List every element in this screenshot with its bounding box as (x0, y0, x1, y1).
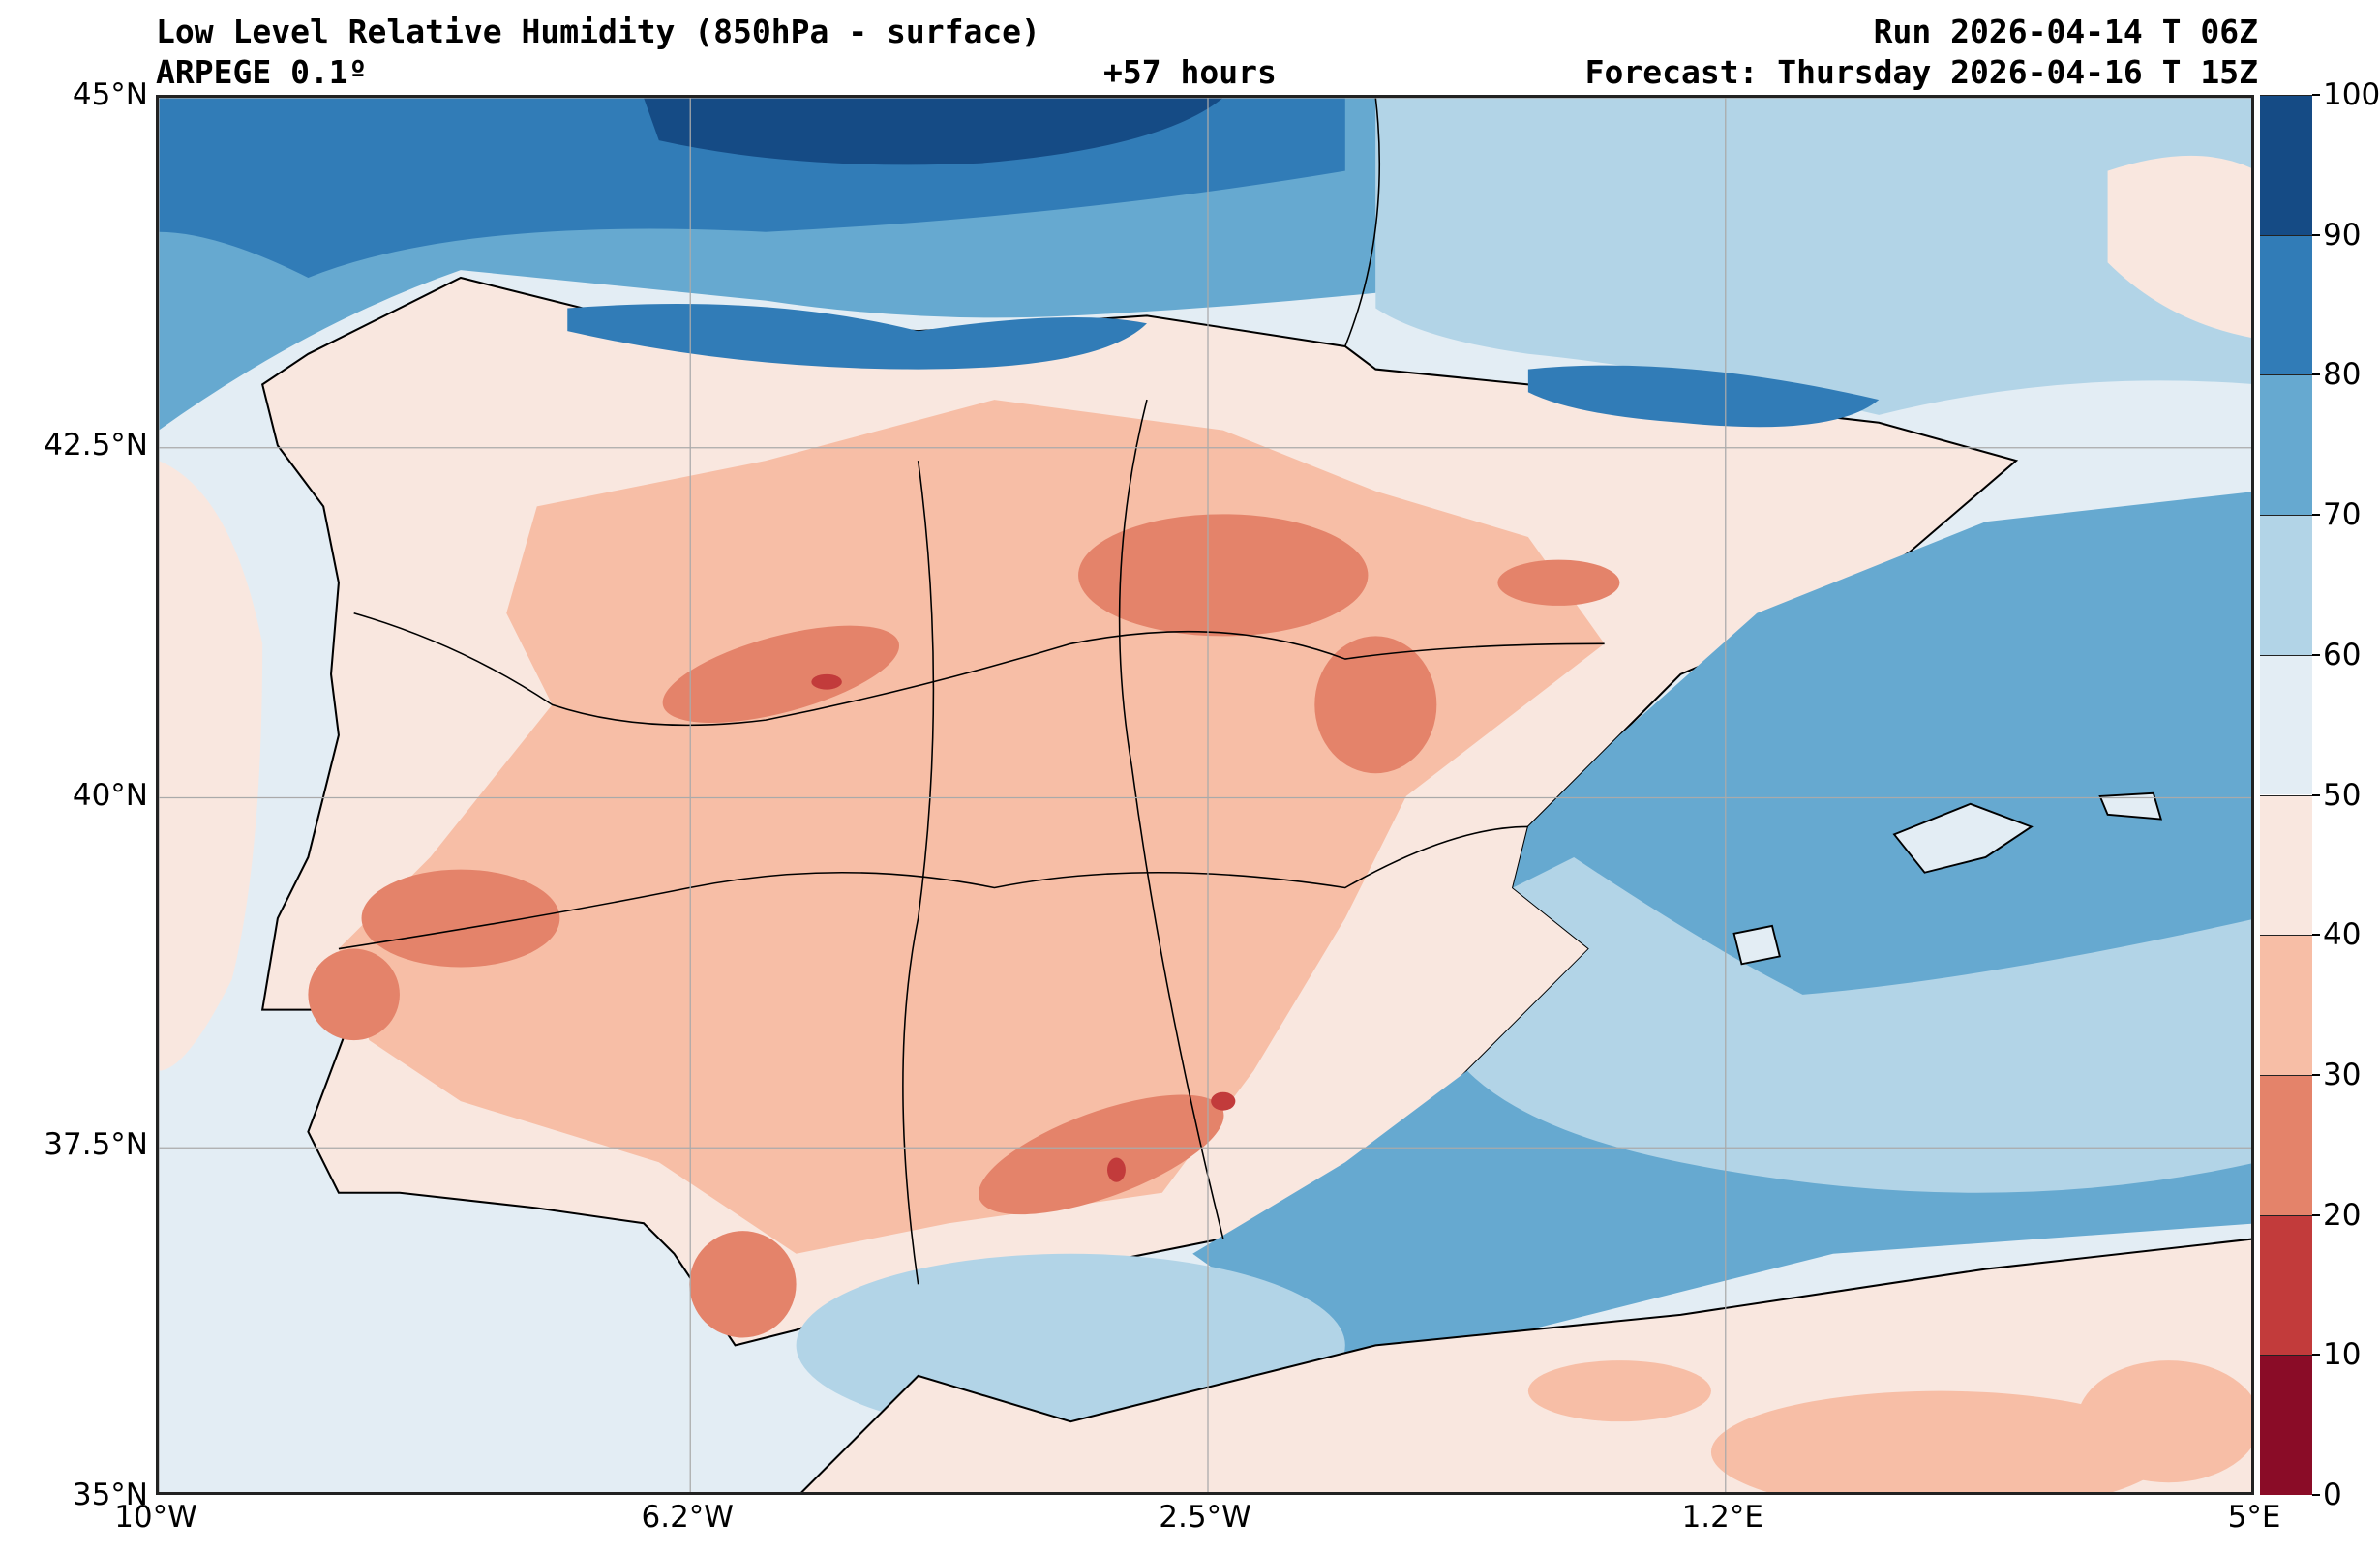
colorbar-segment (2260, 1355, 2312, 1495)
colorbar-tick-label: 70 (2323, 497, 2362, 533)
ibiza (1732, 924, 1782, 966)
colorbar-segment (2260, 1214, 2312, 1356)
colorbar-tick-mark (2312, 233, 2320, 236)
colorbar-segment (2260, 794, 2312, 936)
lat-tick-label: 45°N (72, 77, 148, 112)
field-90-100 (644, 98, 1223, 165)
colorbar-tick-mark (2312, 94, 2320, 96)
colorbar-tick-mark (2312, 793, 2320, 796)
sea-60-70 (1466, 856, 2251, 1193)
field-10-20 (811, 673, 1236, 1182)
colorbar-tick-mark (2312, 1494, 2320, 1496)
colorbar-tick-label: 80 (2323, 357, 2362, 393)
forecast-time: Forecast: Thursday 2026-04-16 T 15Z (1584, 53, 2258, 91)
field-40-50-alps (2107, 155, 2251, 338)
colorbar-segment (2260, 1074, 2312, 1215)
run-time: Run 2026-04-14 T 06Z (1873, 13, 2258, 50)
colorbar-tick-label: 90 (2323, 217, 2362, 253)
admin-borders (338, 98, 1605, 1285)
colorbar-segment (2260, 935, 2312, 1075)
model-name: ARPEGE 0.1º (156, 53, 368, 91)
lon-tick-label: 6.2°W (641, 1500, 734, 1535)
colorbar-tick-mark (2312, 653, 2320, 656)
colorbar-tick-mark (2312, 934, 2320, 937)
cantabrian-moist-band (567, 304, 1147, 370)
lon-tick-label: 10°W (114, 1500, 197, 1535)
colorbar-segment (2260, 374, 2312, 516)
colorbar-tick-mark (2312, 1354, 2320, 1357)
colorbar-tick-mark (2312, 1073, 2320, 1076)
colorbar-tick-label: 50 (2323, 777, 2362, 813)
humidity-map (156, 95, 2254, 1495)
lat-tick-label: 42.5°N (44, 427, 148, 463)
colorbar-tick-label: 40 (2323, 917, 2362, 953)
colorbar (2260, 95, 2312, 1495)
colorbar-tick-mark (2312, 373, 2320, 376)
colorbar-segment (2260, 234, 2312, 375)
colorbar-segment (2260, 95, 2312, 235)
colorbar-tick-mark (2312, 514, 2320, 517)
contour-field (159, 98, 2251, 1492)
pyrenees-moist-band (1527, 365, 1880, 428)
mallorca (1892, 802, 2034, 874)
colorbar-tick-label: 0 (2323, 1477, 2342, 1512)
lat-tick-label: 40°N (72, 777, 148, 813)
lon-tick-label: 2.5°W (1159, 1500, 1251, 1535)
colorbar-tick-label: 20 (2323, 1197, 2362, 1233)
lat-tick-label: 37.5°N (44, 1127, 148, 1163)
lead-time: +57 hours (1103, 53, 1277, 91)
menorca (2098, 791, 2163, 821)
field-60-70-france (1375, 98, 2251, 415)
colorbar-tick-label: 30 (2323, 1057, 2362, 1092)
colorbar-tick-label: 10 (2323, 1337, 2362, 1373)
lat-tick-label: 35°N (72, 1477, 148, 1512)
lon-tick-label: 1.2°E (1681, 1500, 1763, 1535)
colorbar-tick-mark (2312, 1213, 2320, 1216)
map-title: Low Level Relative Humidity (850hPa - su… (156, 13, 1040, 50)
colorbar-tick-label: 60 (2323, 637, 2362, 672)
atlantic-dry-patch (159, 461, 263, 1071)
colorbar-tick-label: 100 (2323, 77, 2380, 112)
colorbar-segment (2260, 515, 2312, 655)
africa-30-40 (1527, 1360, 2251, 1492)
field-20-30 (308, 514, 1620, 1338)
colorbar-segment (2260, 654, 2312, 795)
gridlines (159, 98, 2251, 1492)
lon-tick-label: 5°E (2227, 1500, 2281, 1535)
